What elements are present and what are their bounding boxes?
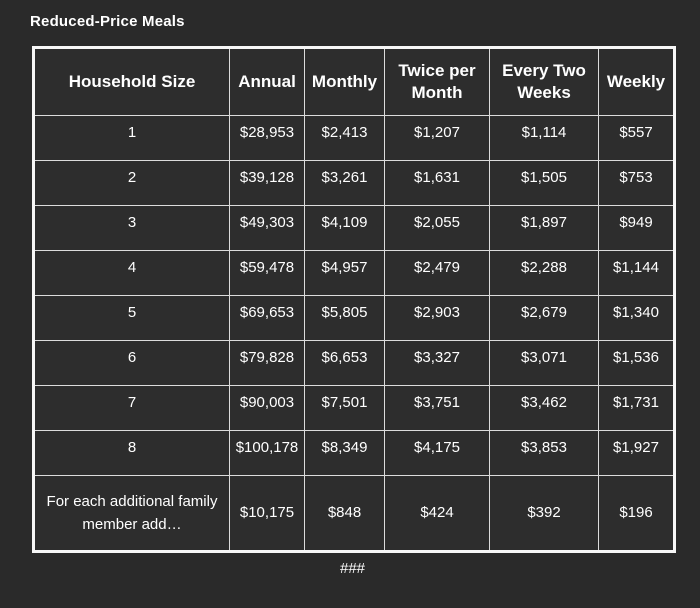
value-cell[interactable]: $4,957 xyxy=(304,250,385,296)
value-cell[interactable]: $2,903 xyxy=(384,295,490,341)
row-label-cell[interactable]: 1 xyxy=(33,115,230,161)
value-cell[interactable]: $2,479 xyxy=(384,250,490,296)
column-header-0[interactable]: Household Size xyxy=(33,47,230,116)
value-cell[interactable]: $3,751 xyxy=(384,385,490,431)
header-row: Household Size Annual Monthly Twice per Mon… xyxy=(33,47,675,116)
page: Reduced-Price Meals Household Size Annual… xyxy=(30,13,676,577)
value-cell[interactable]: $4,175 xyxy=(384,430,490,476)
value-cell[interactable]: $949 xyxy=(598,205,675,251)
value-cell[interactable]: $3,462 xyxy=(489,385,599,431)
value-cell[interactable]: $8,349 xyxy=(304,430,385,476)
row-label-cell[interactable]: 8 xyxy=(33,430,230,476)
overflow-indicator: ### xyxy=(339,560,366,577)
column-header-2[interactable]: Monthly xyxy=(304,47,385,116)
value-cell[interactable]: $3,853 xyxy=(489,430,599,476)
table-row: 5 $69,653 $5,805 $2,903 $2,679 $1,340 xyxy=(33,295,675,341)
row-label-cell[interactable]: 7 xyxy=(33,385,230,431)
row-label-cell[interactable]: 6 xyxy=(33,340,230,386)
table-row: 3 $49,303 $4,109 $2,055 $1,897 $949 xyxy=(33,205,675,251)
table-row: 8 $100,178 $8,349 $4,175 $3,853 $1,927 xyxy=(33,430,675,476)
row-label-cell[interactable]: 5 xyxy=(33,295,230,341)
row-label-cell[interactable]: 4 xyxy=(33,250,230,296)
page-title: Reduced-Price Meals xyxy=(30,13,185,30)
value-cell[interactable]: $1,536 xyxy=(598,340,675,386)
value-cell[interactable]: $1,144 xyxy=(598,250,675,296)
table-body: 1 $28,953 $2,413 $1,207 $1,114 $557 2 $39,128 $3… xyxy=(33,115,675,552)
row-label-cell[interactable]: For each additional family member add… xyxy=(33,475,230,552)
value-cell[interactable]: $196 xyxy=(598,475,675,552)
row-label-cell[interactable]: 3 xyxy=(33,205,230,251)
meals-table: Household Size Annual Monthly Twice per Mon… xyxy=(32,46,676,553)
value-cell[interactable]: $392 xyxy=(489,475,599,552)
table-row: 1 $28,953 $2,413 $1,207 $1,114 $557 xyxy=(33,115,675,161)
value-cell[interactable]: $3,261 xyxy=(304,160,385,206)
column-header-3[interactable]: Twice per Month xyxy=(384,47,490,116)
value-cell[interactable]: $848 xyxy=(304,475,385,552)
table-row: 2 $39,128 $3,261 $1,631 $1,505 $753 xyxy=(33,160,675,206)
table-container: Household Size Annual Monthly Twice per Mon… xyxy=(32,46,676,553)
column-header-4[interactable]: Every Two Weeks xyxy=(489,47,599,116)
value-cell[interactable]: $100,178 xyxy=(229,430,305,476)
value-cell[interactable]: $3,071 xyxy=(489,340,599,386)
value-cell[interactable]: $2,679 xyxy=(489,295,599,341)
row-label-cell[interactable]: 2 xyxy=(33,160,230,206)
value-cell[interactable]: $1,731 xyxy=(598,385,675,431)
value-cell[interactable]: $1,207 xyxy=(384,115,490,161)
value-cell[interactable]: $1,927 xyxy=(598,430,675,476)
value-cell[interactable]: $1,505 xyxy=(489,160,599,206)
table-head: Household Size Annual Monthly Twice per Mon… xyxy=(33,47,675,116)
value-cell[interactable]: $5,805 xyxy=(304,295,385,341)
table-row: 7 $90,003 $7,501 $3,751 $3,462 $1,731 xyxy=(33,385,675,431)
table-row: 6 $79,828 $6,653 $3,327 $3,071 $1,536 xyxy=(33,340,675,386)
table-row: 4 $59,478 $4,957 $2,479 $2,288 $1,144 xyxy=(33,250,675,296)
value-cell[interactable]: $1,114 xyxy=(489,115,599,161)
table-row: For each additional family member add… $1… xyxy=(33,475,675,552)
value-cell[interactable]: $2,413 xyxy=(304,115,385,161)
value-cell[interactable]: $6,653 xyxy=(304,340,385,386)
value-cell[interactable]: $1,340 xyxy=(598,295,675,341)
value-cell[interactable]: $557 xyxy=(598,115,675,161)
value-cell[interactable]: $59,478 xyxy=(229,250,305,296)
value-cell[interactable]: $2,288 xyxy=(489,250,599,296)
value-cell[interactable]: $28,953 xyxy=(229,115,305,161)
value-cell[interactable]: $1,631 xyxy=(384,160,490,206)
value-cell[interactable]: $753 xyxy=(598,160,675,206)
value-cell[interactable]: $3,327 xyxy=(384,340,490,386)
value-cell[interactable]: $424 xyxy=(384,475,490,552)
value-cell[interactable]: $69,653 xyxy=(229,295,305,341)
value-cell[interactable]: $39,128 xyxy=(229,160,305,206)
value-cell[interactable]: $10,175 xyxy=(229,475,305,552)
column-header-5[interactable]: Weekly xyxy=(598,47,675,116)
value-cell[interactable]: $49,303 xyxy=(229,205,305,251)
column-header-1[interactable]: Annual xyxy=(229,47,305,116)
value-cell[interactable]: $79,828 xyxy=(229,340,305,386)
value-cell[interactable]: $90,003 xyxy=(229,385,305,431)
value-cell[interactable]: $7,501 xyxy=(304,385,385,431)
value-cell[interactable]: $4,109 xyxy=(304,205,385,251)
value-cell[interactable]: $2,055 xyxy=(384,205,490,251)
value-cell[interactable]: $1,897 xyxy=(489,205,599,251)
